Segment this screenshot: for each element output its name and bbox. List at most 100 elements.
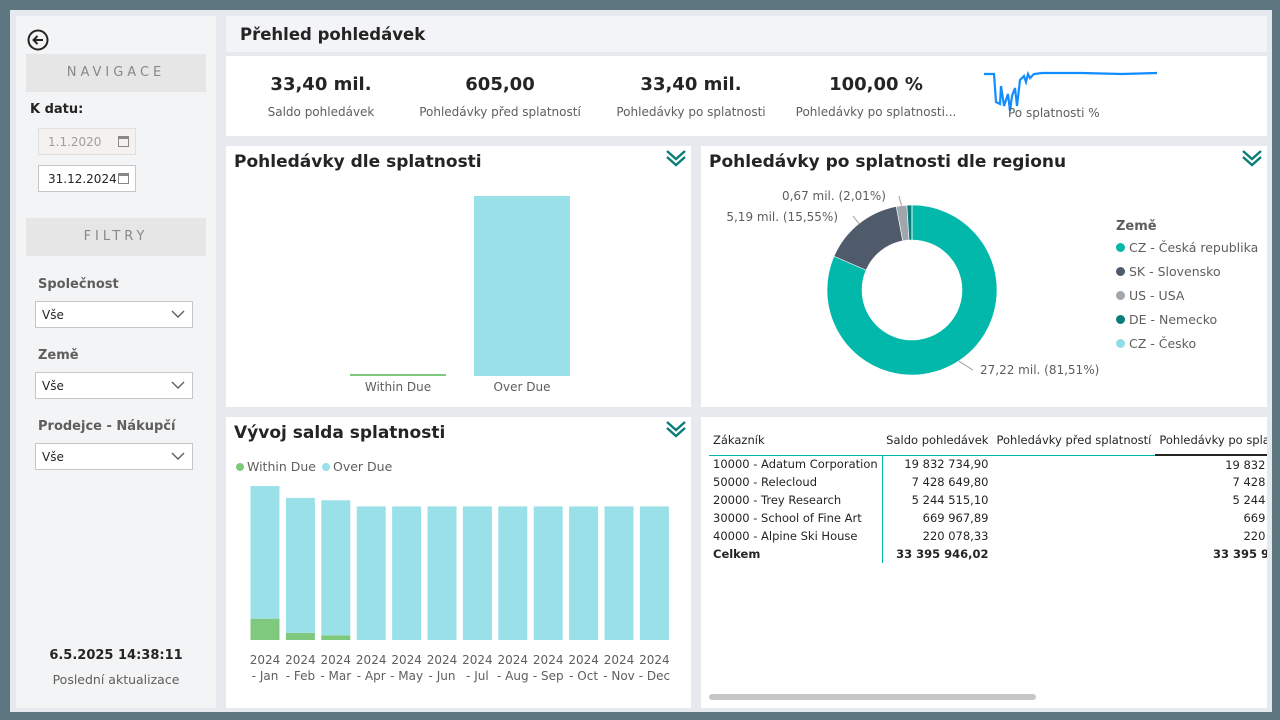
legend-item[interactable]: SK - Slovensko — [1116, 264, 1258, 279]
table-cell — [992, 527, 1155, 545]
chevron-down-icon[interactable] — [170, 448, 186, 464]
trend-category-label: - Feb — [286, 669, 315, 683]
table-cell — [992, 455, 1155, 473]
legend-label: US - USA — [1129, 288, 1185, 303]
trend-category-label: - Dec — [639, 669, 670, 683]
kpi-card[interactable]: 33,40 mil. Saldo pohledávek — [256, 74, 386, 119]
due-chart-title: Pohledávky dle splatnosti — [234, 152, 482, 172]
trend-category-label: 2024 — [462, 653, 493, 667]
kpi-card[interactable]: 605,00 Pohledávky před splatností — [410, 74, 590, 119]
col-header-after-due[interactable]: Pohledávky po splatnos — [1155, 425, 1267, 456]
kpi-value: 33,40 mil. — [640, 74, 742, 95]
region-donut-chart[interactable]: 27,22 mil. (81,51%) 5,19 mil. (15,55%) 0,6… — [701, 146, 1101, 407]
legend-label: CZ - Česko — [1129, 336, 1197, 351]
filter-country-label: Země — [38, 348, 79, 363]
chevron-down-icon[interactable] — [170, 377, 186, 393]
trend-category-label: 2024 — [427, 653, 458, 667]
legend-item[interactable]: CZ - Česko — [1116, 336, 1258, 351]
leader-line — [852, 215, 860, 224]
due-bar[interactable] — [350, 374, 446, 376]
due-category-label: Within Due — [365, 380, 431, 394]
page-title: Přehled pohledávek — [240, 25, 426, 44]
drilldown-icon[interactable] — [665, 419, 687, 439]
trend-category-label: - Oct — [569, 669, 598, 683]
trend-category-label: 2024 — [285, 653, 316, 667]
trend-bar-over[interactable] — [285, 497, 315, 633]
legend-label: Within Due — [247, 459, 316, 474]
table-row[interactable]: 10000 - Adatum Corporation 19 832 734,90 1… — [709, 455, 1267, 473]
kpi-card[interactable]: 33,40 mil. Pohledávky po splatnosti — [606, 74, 776, 119]
filter-country-dropdown[interactable]: Vše — [35, 372, 193, 399]
trend-bar-over[interactable] — [427, 506, 457, 640]
calendar-icon[interactable] — [118, 136, 129, 147]
legend-item-within[interactable]: Within Due — [236, 459, 316, 474]
trend-bar-over[interactable] — [639, 506, 669, 640]
sparkline-label: Po splatnosti % — [1008, 106, 1100, 120]
drilldown-icon[interactable] — [1241, 148, 1263, 168]
calendar-icon[interactable] — [118, 173, 129, 184]
chevron-down-icon[interactable] — [170, 306, 186, 322]
trend-bar-within[interactable] — [250, 618, 280, 640]
legend-label: DE - Nemecko — [1129, 312, 1218, 327]
drilldown-icon[interactable] — [665, 148, 687, 168]
legend-item-over[interactable]: Over Due — [322, 459, 392, 474]
table-cell: 5 244 515,10 — [881, 491, 993, 509]
table-cell: Celkem — [713, 547, 761, 561]
legend-item[interactable]: DE - Nemecko — [1116, 312, 1258, 327]
sidebar: NAVIGACE K datu: 1.1.2020 31.12.2024 FIL… — [16, 16, 216, 708]
table-header-row: Zákazník Saldo pohledávek Pohledávky pře… — [709, 425, 1267, 456]
filter-company-value: Vše — [42, 308, 64, 322]
trend-bar-over[interactable] — [392, 506, 422, 640]
trend-bar-over[interactable] — [250, 486, 280, 619]
due-bar-chart[interactable]: Within Due Over Due — [226, 146, 691, 407]
legend-item[interactable]: US - USA — [1116, 288, 1258, 303]
trend-bar-over[interactable] — [462, 506, 492, 640]
table-total-row[interactable]: Celkem 33 395 946,02 33 395 946,( — [709, 545, 1267, 563]
table-cell — [992, 545, 1155, 563]
due-bar[interactable] — [474, 196, 570, 376]
trend-bar-within[interactable] — [321, 635, 351, 640]
table-cell: 33 395 946,( — [1213, 547, 1267, 561]
kpi-card[interactable]: 100,00 % Pohledávky po splatnosti... — [786, 74, 966, 119]
trend-bar-over[interactable] — [604, 506, 634, 640]
table-cell: 19 832 734, — [1225, 457, 1267, 472]
col-header-balance[interactable]: Saldo pohledávek — [886, 432, 989, 447]
col-header-customer[interactable]: Zákazník — [713, 432, 765, 447]
legend-label: Over Due — [333, 459, 393, 474]
trend-category-label: 2024 — [639, 653, 670, 667]
donut-slice[interactable] — [826, 204, 998, 376]
table-row[interactable]: 30000 - School of Fine Art 669 967,89 669 … — [709, 509, 1267, 527]
date-from-field[interactable]: 1.1.2020 — [38, 128, 136, 155]
filters-section-header: FILTRY — [26, 218, 206, 256]
trend-category-label: - Jun — [429, 669, 456, 683]
table-row[interactable]: 50000 - Relecloud 7 428 649,80 7 428 649, — [709, 473, 1267, 491]
table-cell: 220 078,33 — [881, 527, 993, 545]
customer-table-card: Zákazník Saldo pohledávek Pohledávky pře… — [701, 417, 1267, 708]
region-chart-title: Pohledávky po splatnosti dle regionu — [709, 152, 1067, 172]
trend-bar-within[interactable] — [285, 632, 315, 640]
trend-bar-over[interactable] — [533, 506, 563, 640]
horizontal-scrollbar[interactable] — [709, 694, 1036, 700]
sparkline-chart[interactable] — [982, 66, 1162, 116]
trend-bar-over[interactable] — [569, 506, 599, 640]
legend-item[interactable]: CZ - Česká republika — [1116, 240, 1258, 255]
trend-bar-over[interactable] — [321, 500, 351, 636]
col-header-before-due[interactable]: Pohledávky před splatností — [996, 432, 1152, 447]
back-arrow-icon[interactable] — [26, 28, 50, 52]
table-row[interactable]: 20000 - Trey Research 5 244 515,10 5 244 5… — [709, 491, 1267, 509]
leader-line — [898, 195, 903, 206]
legend-dot — [1116, 291, 1125, 300]
filter-seller-dropdown[interactable]: Vše — [35, 443, 193, 470]
trend-bar-over[interactable] — [356, 506, 386, 640]
table-cell: 7 428 649, — [1232, 475, 1268, 489]
table-cell — [992, 509, 1155, 527]
donut-slice[interactable] — [833, 206, 904, 271]
table-cell: 50000 - Relecloud — [713, 475, 818, 489]
customer-table: Zákazník Saldo pohledávek Pohledávky pře… — [709, 425, 1267, 563]
table-row[interactable]: 40000 - Alpine Ski House 220 078,33 220 07… — [709, 527, 1267, 545]
leader-line — [958, 360, 974, 371]
date-to-field[interactable]: 31.12.2024 — [38, 165, 136, 192]
trend-bar-chart[interactable]: 2024 - Jan 2024 - Feb 2024 - Mar 2024 - Apr 2024… — [226, 417, 691, 708]
filter-company-dropdown[interactable]: Vše — [35, 301, 193, 328]
trend-bar-over[interactable] — [498, 506, 528, 640]
